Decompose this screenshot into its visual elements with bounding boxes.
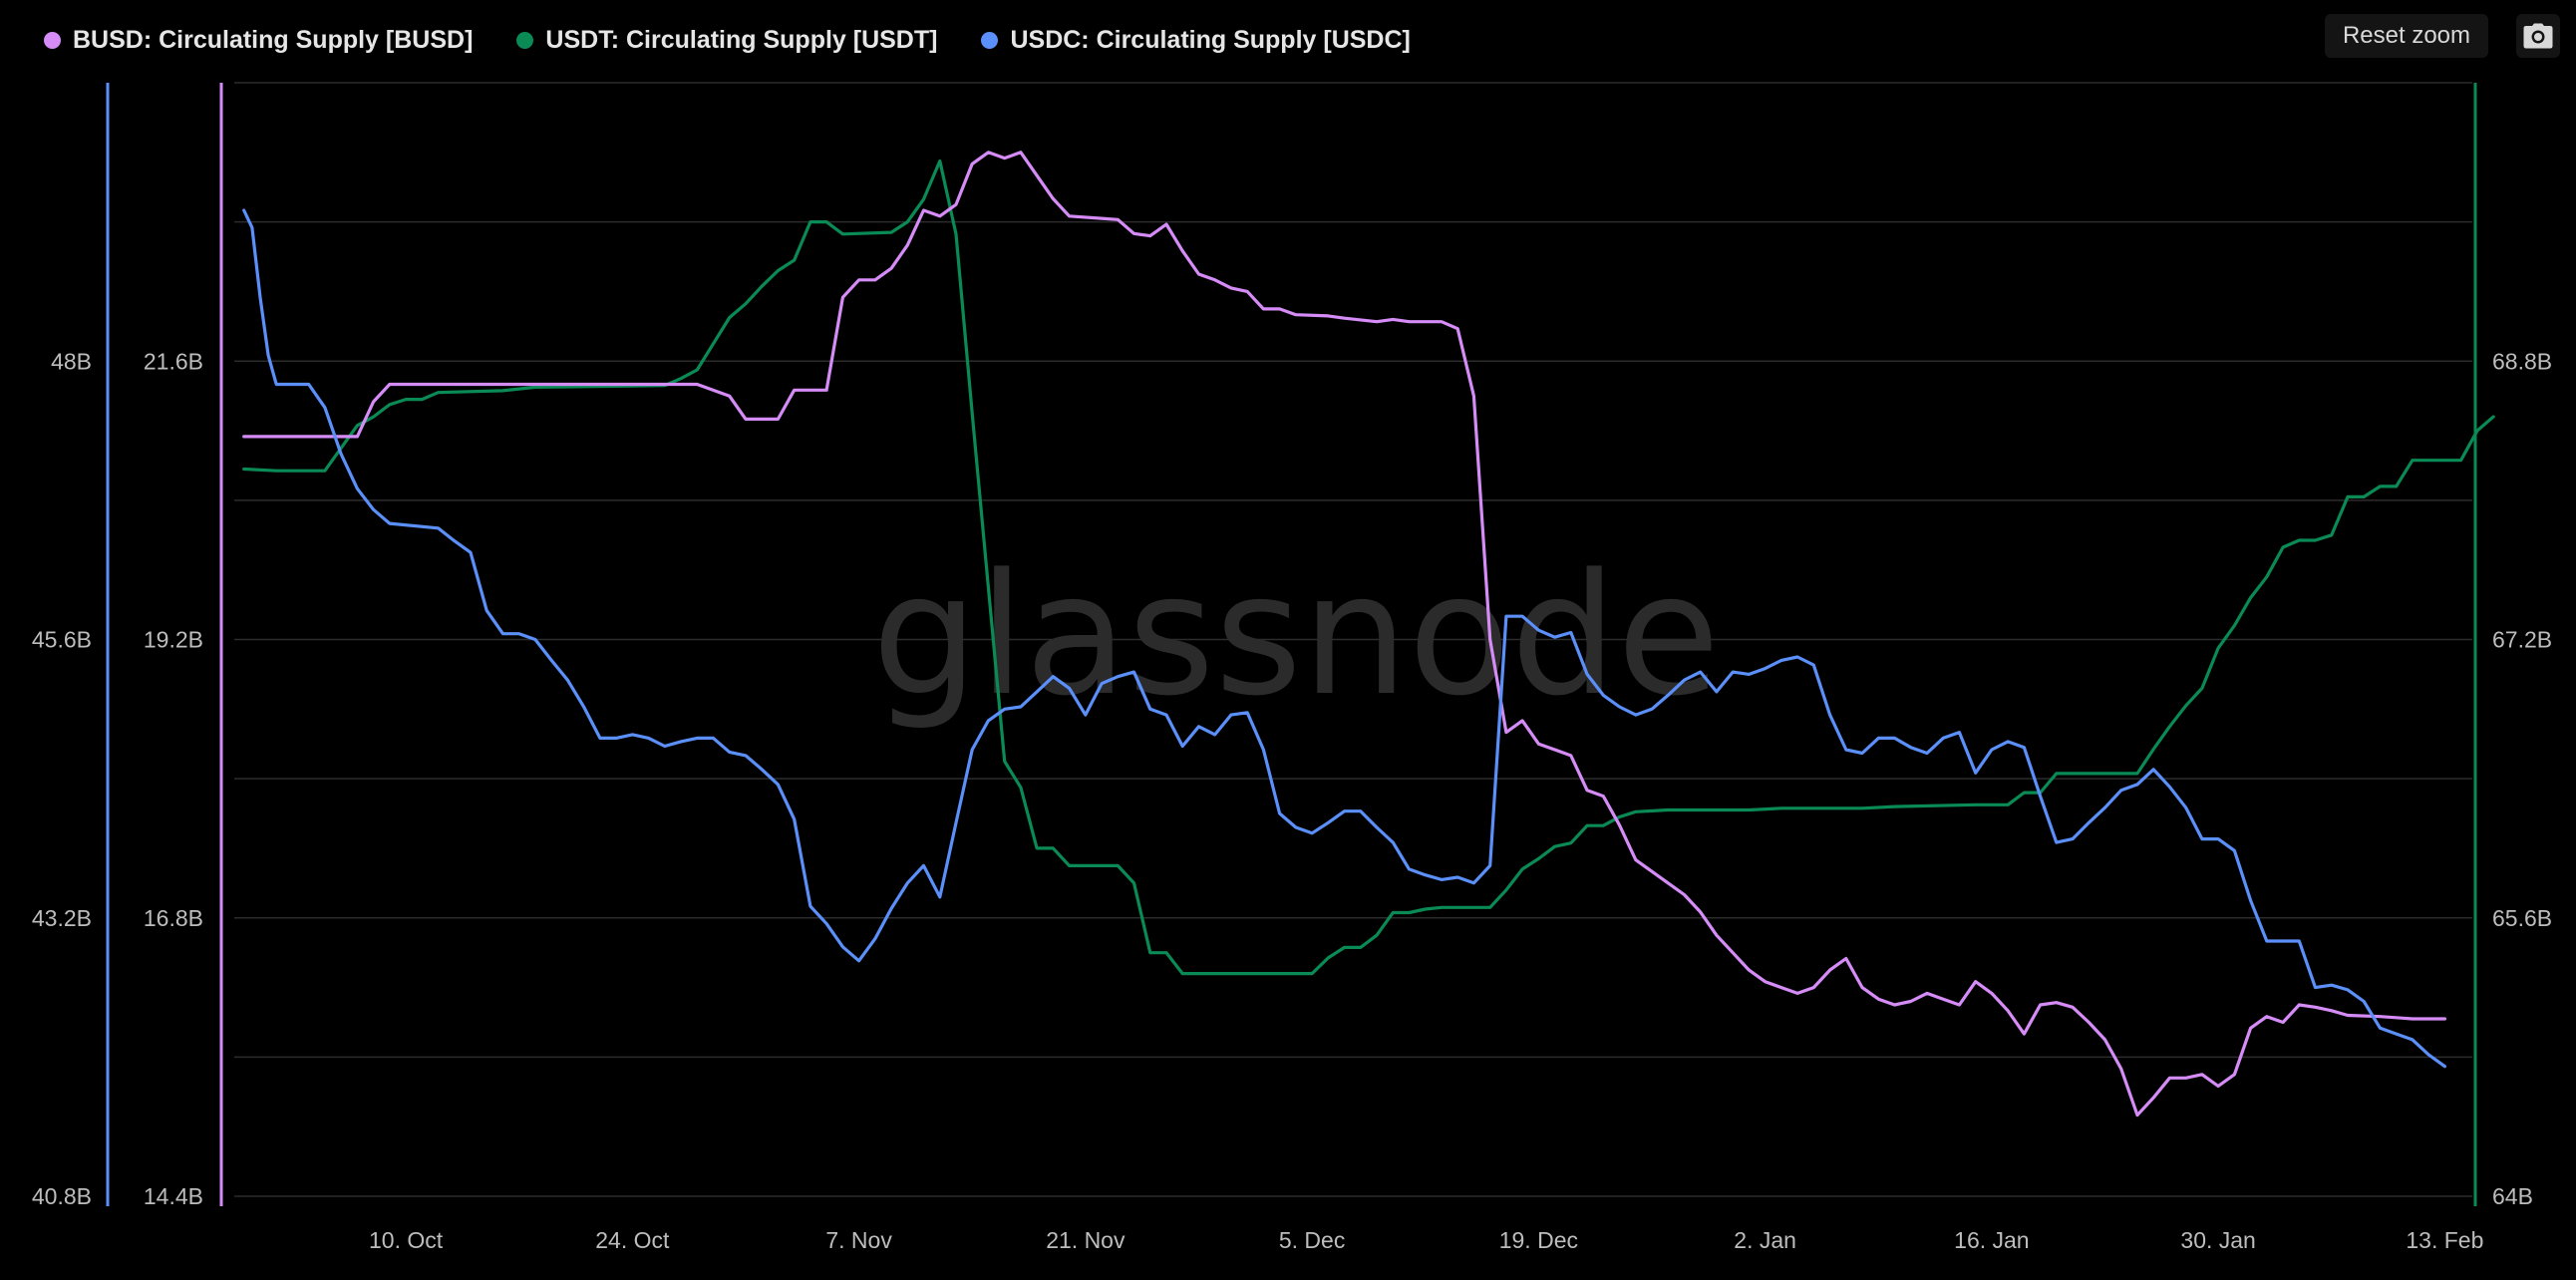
legend-dot-usdt: [516, 32, 534, 49]
x-tick-8: 30. Jan: [2180, 1227, 2255, 1253]
legend-dot-usdc: [981, 32, 999, 49]
screenshot-button[interactable]: [2516, 14, 2560, 58]
legend-dot-busd: [44, 32, 61, 49]
y-tick-busd-3: 14.4B: [144, 1183, 203, 1209]
y-tick-usdc-0: 48B: [51, 348, 92, 374]
y-tick-usdt-2: 65.6B: [2492, 905, 2552, 931]
x-tick-6: 2. Jan: [1734, 1227, 1796, 1253]
y-tick-usdt-1: 67.2B: [2492, 627, 2552, 653]
x-tick-9: 13. Feb: [2406, 1227, 2483, 1253]
x-tick-3: 21. Nov: [1046, 1227, 1126, 1253]
legend-item-busd[interactable]: BUSD: Circulating Supply [BUSD]: [44, 26, 473, 55]
legend-label-busd: BUSD: Circulating Supply [BUSD]: [73, 26, 474, 54]
y-tick-usdt-3: 64B: [2492, 1183, 2533, 1209]
legend-item-usdt[interactable]: USDT: Circulating Supply [USDT]: [516, 26, 937, 55]
x-tick-4: 5. Dec: [1279, 1227, 1345, 1253]
x-tick-0: 10. Oct: [369, 1227, 444, 1253]
reset-zoom-button[interactable]: Reset zoom: [2325, 14, 2488, 58]
camera-icon: [2523, 23, 2553, 49]
y-tick-usdc-1: 45.6B: [32, 627, 92, 653]
legend-label-usdc: USDC: Circulating Supply [USDC]: [1010, 26, 1411, 54]
legend-item-usdc[interactable]: USDC: Circulating Supply [USDC]: [981, 26, 1411, 55]
y-tick-usdt-0: 68.8B: [2492, 348, 2552, 374]
y-tick-busd-2: 16.8B: [144, 905, 203, 931]
x-tick-2: 7. Nov: [825, 1227, 892, 1253]
x-tick-1: 24. Oct: [595, 1227, 670, 1253]
watermark-glassnode: glassnode: [872, 537, 1721, 733]
y-tick-usdc-2: 43.2B: [32, 905, 92, 931]
legend-label-usdt: USDT: Circulating Supply [USDT]: [545, 26, 938, 54]
x-tick-5: 19. Dec: [1499, 1227, 1578, 1253]
x-tick-7: 16. Jan: [1954, 1227, 2029, 1253]
y-tick-usdc-3: 40.8B: [32, 1183, 92, 1209]
series-line-usdt[interactable]: [242, 159, 2495, 976]
series-line-usdc[interactable]: [242, 208, 2446, 1069]
y-tick-busd-1: 19.2B: [144, 627, 203, 653]
y-tick-busd-0: 21.6B: [144, 348, 203, 374]
series-line-busd[interactable]: [242, 151, 2446, 1118]
legend: BUSD: Circulating Supply [BUSD] USDT: Ci…: [44, 26, 1411, 55]
